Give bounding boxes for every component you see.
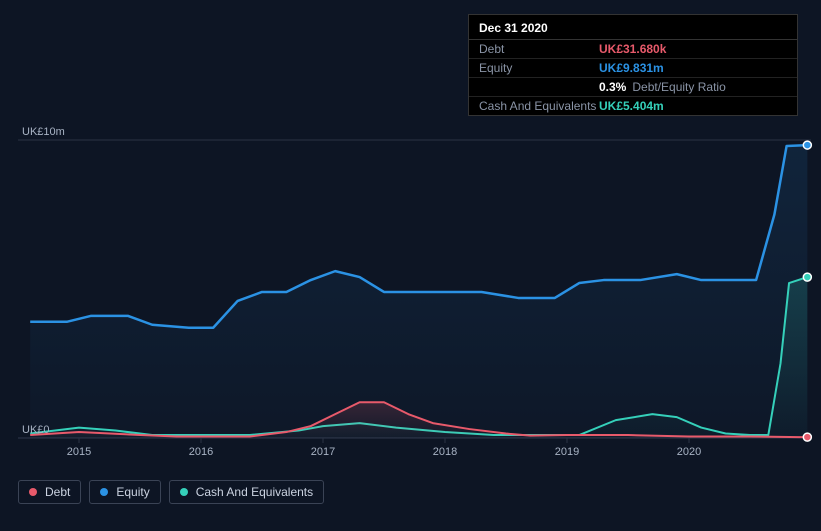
legend-item-cash[interactable]: Cash And Equivalents	[169, 480, 324, 504]
y-axis-label: UK£10m	[0, 126, 64, 138]
legend-dot-icon	[100, 488, 108, 496]
chart-tooltip: Dec 31 2020 DebtUK£31.680kEquityUK£9.831…	[468, 14, 798, 116]
tooltip-row-value: UK£9.831m	[599, 61, 664, 75]
legend-item-label: Debt	[45, 485, 70, 499]
chart-legend: Debt Equity Cash And Equivalents	[18, 480, 324, 504]
legend-item-label: Cash And Equivalents	[196, 485, 313, 499]
legend-dot-icon	[180, 488, 188, 496]
x-axis-label: 2018	[433, 446, 457, 458]
x-axis-label: 2020	[677, 446, 701, 458]
tooltip-row: DebtUK£31.680k	[469, 40, 797, 59]
tooltip-row-extra: Debt/Equity Ratio	[632, 80, 725, 94]
y-axis-label: UK£0	[0, 424, 64, 436]
tooltip-row-value: UK£31.680k	[599, 42, 666, 56]
tooltip-row-value: UK£5.404m	[599, 99, 664, 113]
legend-item-debt[interactable]: Debt	[18, 480, 81, 504]
x-axis-label: 2015	[67, 446, 91, 458]
tooltip-date: Dec 31 2020	[469, 15, 797, 40]
x-axis-label: 2019	[555, 446, 579, 458]
tooltip-row-label	[479, 80, 599, 94]
tooltip-row: 0.3%Debt/Equity Ratio	[469, 78, 797, 97]
tooltip-row: EquityUK£9.831m	[469, 59, 797, 78]
legend-dot-icon	[29, 488, 37, 496]
tooltip-row: Cash And EquivalentsUK£5.404m	[469, 97, 797, 115]
legend-item-label: Equity	[116, 485, 149, 499]
x-axis-label: 2016	[189, 446, 213, 458]
legend-item-equity[interactable]: Equity	[89, 480, 160, 504]
tooltip-row-label: Debt	[479, 42, 599, 56]
tooltip-row-label: Equity	[479, 61, 599, 75]
financial-chart: UK£0 UK£10m 2015 2016 2017 2018 2019 2020 Dec …	[0, 0, 821, 526]
tooltip-row-label: Cash And Equivalents	[479, 99, 599, 113]
tooltip-row-value: 0.3%Debt/Equity Ratio	[599, 80, 726, 94]
x-axis-label: 2017	[311, 446, 335, 458]
